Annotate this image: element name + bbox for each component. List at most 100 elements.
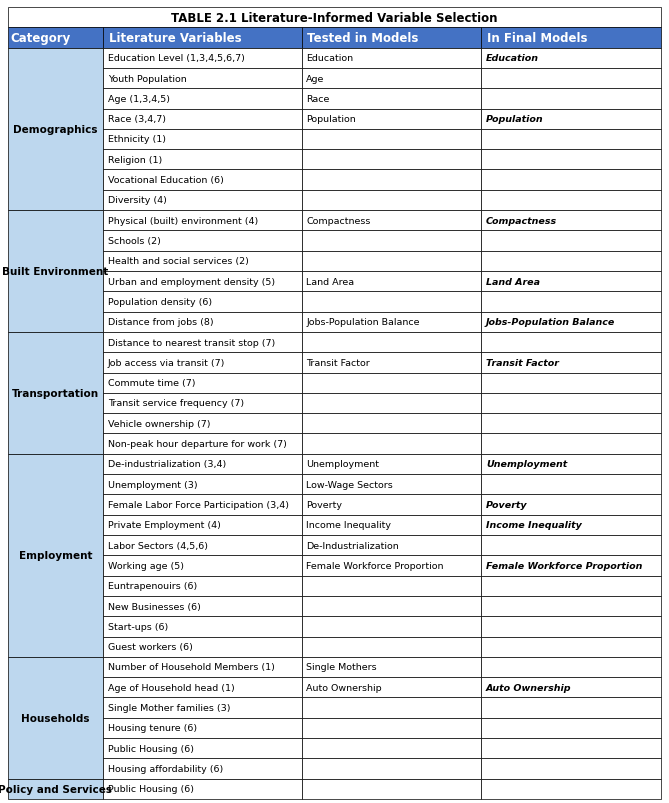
Bar <box>302 130 482 150</box>
Text: Diversity (4): Diversity (4) <box>108 196 167 206</box>
Text: Literature Variables: Literature Variables <box>108 32 242 45</box>
Bar <box>482 596 661 617</box>
Bar <box>302 251 482 271</box>
Bar <box>482 28 661 48</box>
Bar <box>302 414 482 434</box>
Text: Race: Race <box>306 95 330 104</box>
Text: Unemployment (3): Unemployment (3) <box>108 480 197 489</box>
Bar <box>482 495 661 515</box>
Bar <box>482 617 661 637</box>
Bar <box>102 130 302 150</box>
Text: Single Mothers: Single Mothers <box>306 662 377 671</box>
Text: Female Workforce Proportion: Female Workforce Proportion <box>306 561 444 570</box>
Bar <box>8 211 102 332</box>
Bar <box>102 657 302 677</box>
Bar <box>482 576 661 596</box>
Bar <box>482 536 661 556</box>
Bar <box>482 556 661 576</box>
Bar <box>302 454 482 475</box>
Text: Transportation: Transportation <box>12 389 99 398</box>
Bar <box>102 393 302 414</box>
Bar <box>482 130 661 150</box>
Bar <box>102 231 302 251</box>
Text: Tested in Models: Tested in Models <box>307 32 419 45</box>
Text: Demographics: Demographics <box>13 124 98 135</box>
Bar <box>302 312 482 332</box>
Bar <box>482 677 661 698</box>
Bar <box>102 292 302 312</box>
Bar <box>482 312 661 332</box>
Bar <box>482 454 661 475</box>
Text: Housing affordability (6): Housing affordability (6) <box>108 764 223 773</box>
Bar <box>102 373 302 393</box>
Text: Private Employment (4): Private Employment (4) <box>108 520 221 530</box>
Bar <box>482 698 661 718</box>
Bar <box>102 475 302 495</box>
Bar <box>102 434 302 454</box>
Bar <box>482 475 661 495</box>
Bar <box>8 28 102 48</box>
Bar <box>102 677 302 698</box>
Text: Vehicle ownership (7): Vehicle ownership (7) <box>108 419 210 428</box>
Bar <box>102 759 302 779</box>
Bar <box>302 353 482 373</box>
Bar <box>302 475 482 495</box>
Bar <box>302 332 482 353</box>
Bar <box>102 596 302 617</box>
Text: Jobs-Population Balance: Jobs-Population Balance <box>306 318 420 327</box>
Bar <box>102 353 302 373</box>
Bar <box>102 312 302 332</box>
Text: Auto Ownership: Auto Ownership <box>486 683 571 692</box>
Bar <box>482 251 661 271</box>
Bar <box>8 779 102 799</box>
Bar <box>102 109 302 130</box>
Bar <box>302 536 482 556</box>
Text: Transit service frequency (7): Transit service frequency (7) <box>108 399 244 408</box>
Bar <box>102 698 302 718</box>
Text: Built Environment: Built Environment <box>2 267 108 277</box>
Bar <box>482 657 661 677</box>
Text: Race (3,4,7): Race (3,4,7) <box>108 115 166 124</box>
Text: De-Industrialization: De-Industrialization <box>306 541 399 550</box>
Text: Job access via transit (7): Job access via transit (7) <box>108 358 225 368</box>
Text: Policy and Services: Policy and Services <box>0 784 112 794</box>
Bar <box>102 332 302 353</box>
Bar <box>302 393 482 414</box>
Bar <box>302 617 482 637</box>
Text: Commute time (7): Commute time (7) <box>108 379 195 388</box>
Bar <box>302 89 482 109</box>
Bar <box>102 637 302 657</box>
Bar <box>8 48 102 211</box>
Text: Distance to nearest transit stop (7): Distance to nearest transit stop (7) <box>108 338 275 347</box>
Text: Youth Population: Youth Population <box>108 75 187 84</box>
Bar <box>102 454 302 475</box>
Bar <box>482 373 661 393</box>
Text: Population: Population <box>486 115 543 124</box>
Text: Public Housing (6): Public Housing (6) <box>108 744 193 752</box>
Bar <box>102 536 302 556</box>
Text: Single Mother families (3): Single Mother families (3) <box>108 703 230 712</box>
Bar <box>482 231 661 251</box>
Bar <box>102 48 302 69</box>
Bar <box>482 271 661 292</box>
Text: Schools (2): Schools (2) <box>108 237 161 246</box>
Bar <box>102 515 302 536</box>
Bar <box>102 28 302 48</box>
Bar <box>302 373 482 393</box>
Text: In Final Models: In Final Models <box>487 32 587 45</box>
Bar <box>482 48 661 69</box>
Text: Poverty: Poverty <box>306 500 343 509</box>
Text: Income Inequality: Income Inequality <box>306 520 391 530</box>
Text: Number of Household Members (1): Number of Household Members (1) <box>108 662 274 671</box>
Bar <box>482 393 661 414</box>
Text: Education: Education <box>306 54 353 63</box>
Text: Age (1,3,4,5): Age (1,3,4,5) <box>108 95 170 104</box>
Bar <box>302 515 482 536</box>
Text: Households: Households <box>21 713 90 723</box>
Bar <box>482 718 661 738</box>
Bar <box>102 69 302 89</box>
Text: Religion (1): Religion (1) <box>108 156 162 165</box>
Text: Labor Sectors (4,5,6): Labor Sectors (4,5,6) <box>108 541 207 550</box>
Text: Compactness: Compactness <box>486 217 557 226</box>
Bar <box>302 596 482 617</box>
